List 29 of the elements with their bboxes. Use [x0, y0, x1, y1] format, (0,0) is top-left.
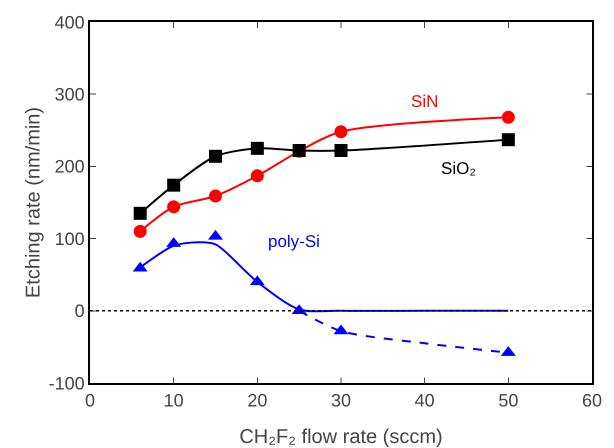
- series-label: SiO₂: [441, 159, 476, 178]
- y-tick-label: -100: [48, 373, 85, 394]
- y-tick-label: 300: [54, 84, 85, 104]
- point: [167, 200, 180, 214]
- x-tick-label: 30: [330, 390, 352, 410]
- x-tick-label: 60: [582, 390, 602, 410]
- y-tick-label: 0: [74, 301, 85, 322]
- y-axis-title: Etching rate (nm/min): [22, 106, 44, 298]
- point: [250, 169, 264, 182]
- x-tick-label: 50: [498, 390, 518, 410]
- x-tick-label: 10: [164, 390, 184, 410]
- point: [502, 110, 515, 124]
- point: [167, 178, 180, 192]
- y-tick-label: 400: [54, 12, 85, 32]
- y-tick-label: 200: [54, 156, 85, 177]
- point: [250, 142, 264, 155]
- point: [334, 125, 348, 138]
- x-axis-title: CH₂F₂ flow rate (sccm): [239, 426, 443, 448]
- series-label: SiN: [411, 92, 438, 111]
- point: [209, 190, 222, 202]
- series-label: poly-Si: [268, 232, 320, 251]
- x-tick-label: 40: [414, 390, 435, 410]
- point: [134, 206, 147, 220]
- y-tick-label: 100: [54, 228, 85, 249]
- point: [502, 133, 515, 146]
- point: [334, 144, 348, 158]
- x-tick-label: 20: [247, 390, 268, 410]
- point: [134, 224, 147, 238]
- point: [209, 150, 222, 163]
